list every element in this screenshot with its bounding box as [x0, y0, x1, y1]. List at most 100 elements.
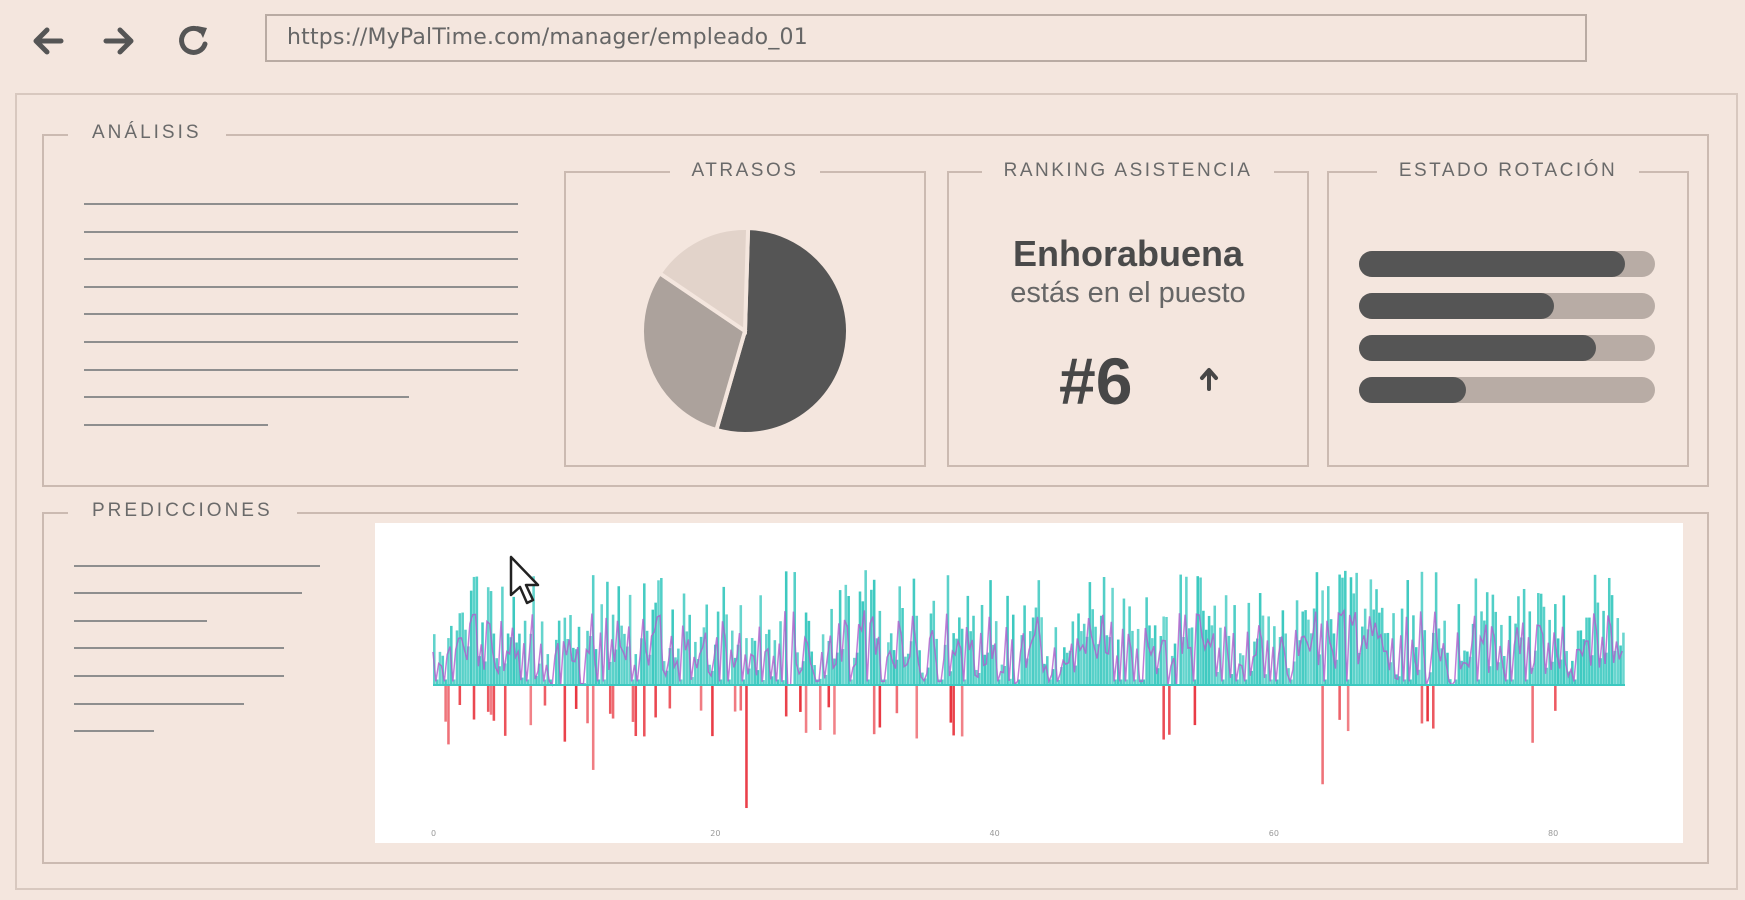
positive-bar — [515, 642, 518, 685]
positive-bar — [498, 666, 501, 685]
negative-bar — [784, 685, 788, 717]
positive-bar — [799, 667, 802, 685]
positive-bar — [1088, 582, 1092, 685]
positive-bar — [1568, 671, 1571, 685]
positive-bar — [685, 631, 689, 685]
positive-bar — [1397, 676, 1401, 685]
positive-bar — [904, 656, 907, 685]
predictions-chart-plot: 0 20 40 60 80 — [431, 570, 1625, 838]
positive-bar — [1196, 576, 1200, 685]
positive-bar — [1139, 679, 1143, 685]
positive-bar — [841, 649, 845, 685]
negative-bar — [668, 685, 672, 709]
rotation-bar-fill — [1359, 377, 1466, 403]
positive-bar — [444, 679, 447, 685]
negative-bar — [1162, 685, 1165, 740]
negative-bar — [711, 685, 714, 737]
address-bar[interactable]: https://MyPalTime.com/manager/empleado_0… — [265, 14, 1587, 62]
positive-bar — [1607, 577, 1611, 685]
positive-bar — [906, 653, 910, 685]
positive-bar — [1051, 669, 1055, 685]
negative-bar — [699, 685, 703, 711]
predictions-chart: 0 20 40 60 80 — [375, 523, 1683, 843]
positive-bar — [699, 636, 703, 685]
positive-bar — [816, 679, 819, 685]
positive-bar — [1511, 679, 1515, 685]
positive-bar — [608, 661, 612, 685]
positive-bar — [1091, 609, 1094, 685]
positive-bar — [566, 638, 569, 685]
negative-bar — [952, 685, 955, 736]
positive-bar — [1361, 626, 1364, 685]
x-tick-label: 60 — [1269, 829, 1279, 838]
positive-bar — [1048, 679, 1052, 685]
positive-bar — [742, 679, 745, 685]
negative-bar — [563, 685, 567, 742]
positive-bar — [467, 646, 470, 685]
negative-bar — [960, 685, 964, 737]
back-button[interactable] — [27, 20, 69, 62]
x-tick-label: 20 — [710, 829, 720, 838]
rotation-bar — [1359, 293, 1655, 319]
positive-bar — [631, 679, 635, 685]
positive-bar — [1094, 626, 1097, 685]
positive-bar — [782, 680, 785, 685]
positive-bar — [855, 652, 859, 685]
positive-bar — [722, 586, 726, 685]
text-line — [84, 341, 518, 343]
negative-bar — [458, 685, 462, 706]
positive-bar — [620, 625, 623, 685]
analysis-section: ANÁLISIS ATRASOS RANKING ASISTENCIA Enho… — [42, 122, 1709, 487]
positive-bar — [719, 679, 723, 685]
positive-bar — [603, 679, 606, 685]
positive-bar — [543, 679, 547, 685]
positive-bar — [892, 650, 896, 685]
rotation-bar — [1359, 377, 1655, 403]
text-line — [74, 565, 320, 567]
positive-bar — [1275, 679, 1279, 685]
positive-bar — [1026, 658, 1029, 685]
positive-bar — [955, 638, 958, 685]
negative-bar — [634, 685, 638, 737]
ranking-position: #6 — [1059, 344, 1133, 418]
rotation-bar — [1359, 251, 1655, 277]
negative-bar — [1193, 685, 1197, 726]
positive-bar — [943, 644, 947, 685]
positive-bar — [458, 613, 462, 685]
text-line — [84, 231, 518, 233]
x-tick-label: 80 — [1548, 829, 1558, 838]
positive-bar — [520, 677, 524, 685]
negative-bar — [915, 685, 919, 739]
rotation-bar-fill — [1359, 335, 1596, 361]
trend-line — [432, 608, 1623, 687]
positive-bar — [1031, 617, 1035, 685]
text-line — [84, 203, 518, 205]
positive-bar — [1239, 653, 1242, 685]
positive-bar — [1346, 679, 1350, 685]
positive-bar — [1559, 659, 1563, 685]
positive-bar — [884, 679, 887, 685]
positive-bar — [1290, 679, 1293, 685]
positive-bar — [1077, 613, 1080, 685]
forward-button[interactable] — [98, 20, 140, 62]
rotation-bar — [1359, 335, 1655, 361]
positive-bar — [1258, 593, 1262, 685]
negative-bar — [472, 685, 476, 720]
reload-icon — [179, 25, 208, 55]
positive-bar — [1338, 574, 1341, 685]
positive-bar — [1159, 636, 1163, 685]
positive-bar — [509, 637, 513, 685]
positive-bar — [1312, 608, 1316, 685]
positive-bar — [1454, 679, 1458, 685]
positive-bar — [572, 647, 575, 685]
positive-bar — [875, 638, 879, 685]
positive-bar — [1068, 650, 1072, 685]
positive-bar — [1216, 672, 1219, 685]
positive-bar — [1582, 639, 1585, 685]
reload-button[interactable] — [173, 20, 215, 62]
rotation-card: ESTADO ROTACIÓN — [1327, 160, 1689, 467]
positive-bar — [1497, 662, 1500, 685]
positive-bar — [1017, 679, 1021, 685]
positive-bar — [472, 576, 476, 685]
positive-bar — [1142, 679, 1146, 685]
